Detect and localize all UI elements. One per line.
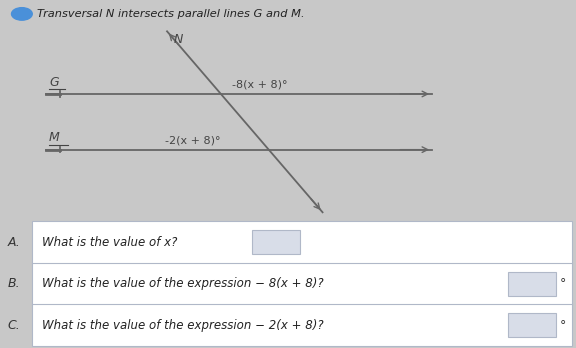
Circle shape [12,8,32,20]
Text: What is the value of the expression − 8(x + 8)?: What is the value of the expression − 8(… [42,277,324,290]
FancyBboxPatch shape [252,230,300,254]
Text: -8(x + 8)°: -8(x + 8)° [232,80,288,90]
Text: °: ° [560,277,566,290]
Text: °: ° [560,319,566,332]
Text: -2(x + 8)°: -2(x + 8)° [165,135,221,145]
FancyBboxPatch shape [508,272,556,295]
Text: What is the value of x?: What is the value of x? [42,236,177,248]
Text: G: G [49,76,59,89]
FancyBboxPatch shape [32,221,572,346]
Text: A.: A. [7,236,20,248]
FancyBboxPatch shape [508,313,556,337]
Text: Transversal N intersects parallel lines G and M.: Transversal N intersects parallel lines … [37,9,305,19]
Text: N: N [174,33,183,46]
Text: B.: B. [7,277,20,290]
Text: What is the value of the expression − 2(x + 8)?: What is the value of the expression − 2(… [42,319,324,332]
Text: C.: C. [7,319,20,332]
Text: M: M [49,132,60,144]
